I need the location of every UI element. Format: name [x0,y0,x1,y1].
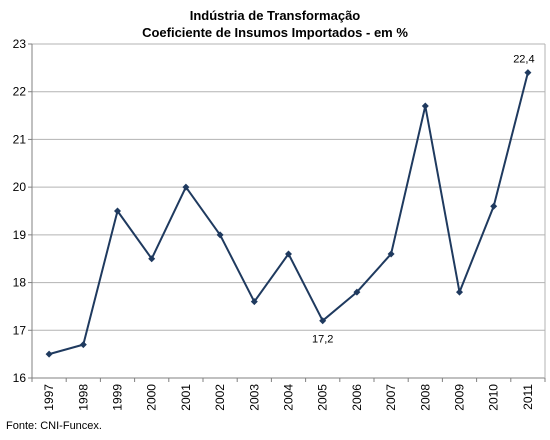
y-tick-label: 23 [13,37,27,51]
data-point-marker [45,350,53,358]
x-tick-label: 2008 [418,384,432,411]
y-tick-label: 20 [13,180,27,194]
y-tick-label: 18 [13,276,27,290]
y-tick-label: 16 [13,371,27,385]
data-point-marker [456,288,463,296]
y-tick-label: 17 [13,323,27,337]
data-label: 22,4 [513,54,534,66]
x-tick-label: 2006 [350,384,364,411]
y-tick-label: 19 [13,228,27,242]
y-tick-label: 21 [13,132,27,146]
x-tick-label: 2002 [213,384,227,411]
data-point-marker [182,183,190,191]
data-point-marker [148,255,156,263]
data-point-marker [490,202,498,210]
x-tick-label: 2009 [453,384,467,411]
x-tick-label: 2011 [521,384,535,410]
x-tick-label: 2004 [282,384,296,411]
data-point-marker [79,341,87,349]
data-point-marker [421,102,429,110]
x-tick-label: 1997 [42,384,56,411]
x-tick-label: 2007 [384,384,398,411]
x-tick-label: 2003 [247,384,261,411]
data-point-marker [319,317,327,325]
x-tick-label: 2000 [145,384,159,411]
data-point-marker [216,231,224,239]
data-point-marker [250,298,258,306]
chart-title: Indústria de Transformação [189,8,361,23]
data-label: 17,2 [312,334,333,346]
x-tick-label: 2005 [316,384,330,411]
chart-subtitle: Coeficiente de Insumos Importados - em % [142,25,408,40]
data-point-marker [285,250,292,258]
data-point-marker [114,207,121,215]
x-tick-label: 1999 [111,384,125,411]
x-tick-label: 2001 [179,384,193,411]
series-line [48,72,529,356]
x-tick-label: 2010 [487,384,501,411]
source-note: Fonte: CNI-Funcex. [6,420,102,432]
data-point-marker [387,250,395,258]
y-tick-label: 22 [13,85,27,99]
data-point-marker [353,288,361,296]
data-point-marker [524,69,532,77]
x-tick-label: 1998 [76,384,90,411]
